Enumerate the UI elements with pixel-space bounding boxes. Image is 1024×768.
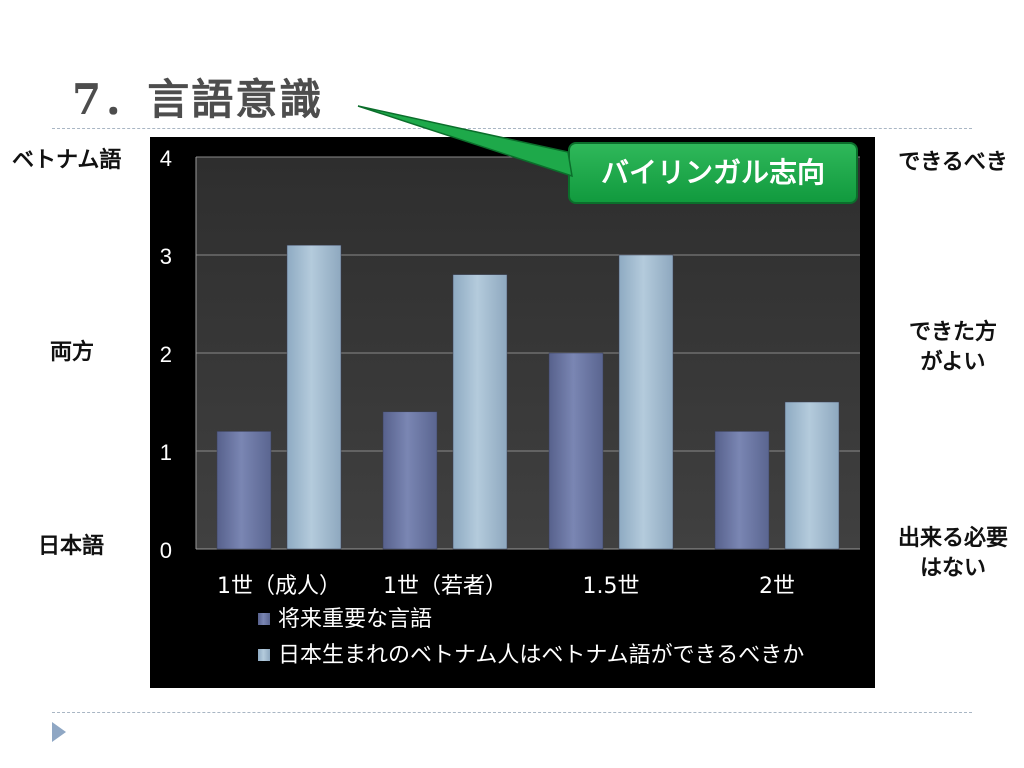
bar-series2-3: [618, 254, 674, 550]
left-label-vietnamese: ベトナム語: [12, 148, 122, 173]
x-tick-label: 1.5世: [583, 574, 640, 599]
x-tick-label: 2世: [759, 574, 795, 599]
y-tick-label: 3: [160, 244, 172, 269]
y-tick-label: 0: [160, 538, 172, 563]
bar-series2-1: [286, 244, 342, 550]
y-tick-label: 2: [160, 342, 172, 367]
right-label-not-needed: 出来る必要 はない: [897, 526, 1008, 581]
x-tick-label: 1世（若者）: [383, 574, 507, 599]
bilingual-callout: バイリンガル志向: [568, 142, 858, 204]
footer-divider: [52, 712, 972, 713]
tick-labels: 0 1 2 3 4 1世（成人） 1世（若者） 1.5世 2世: [160, 146, 795, 599]
bars: [216, 244, 840, 550]
legend-label-series2: 日本生まれのベトナム人はベトナム語ができるべきか: [278, 643, 804, 668]
next-slide-triangle-icon[interactable]: [52, 722, 66, 742]
bar-chart-svg: 0 1 2 3 4 1世（成人） 1世（若者） 1.5世 2世 将来重要な言語日本生まれのベトナ…: [160, 146, 860, 668]
bar-series2-2: [452, 274, 508, 550]
title-divider: [52, 128, 972, 129]
bar-series1-3: [548, 352, 604, 550]
bar-series1-4: [714, 431, 770, 550]
left-label-both: 両方: [50, 340, 95, 365]
left-label-japanese: 日本語: [38, 534, 105, 559]
legend-swatch-series2: [258, 649, 270, 661]
legend-label-series1: 将来重要な言語: [278, 607, 432, 632]
right-label-should: できるべき: [898, 150, 1008, 175]
bar-chart: 0 1 2 3 4 1世（成人） 1世（若者） 1.5世 2世 将来重要な言語日本生まれのベトナ…: [150, 137, 875, 688]
right-label-better: できた方 がよい: [908, 320, 997, 375]
legend-swatch-series1: [258, 613, 270, 625]
y-tick-label: 4: [160, 146, 172, 171]
slide-title: 7．言語意識: [72, 75, 324, 124]
bar-series2-4: [784, 401, 840, 550]
x-tick-label: 1世（成人）: [217, 574, 341, 599]
bar-series1-2: [382, 411, 438, 550]
bar-series1-1: [216, 431, 272, 550]
y-tick-label: 1: [160, 440, 172, 465]
